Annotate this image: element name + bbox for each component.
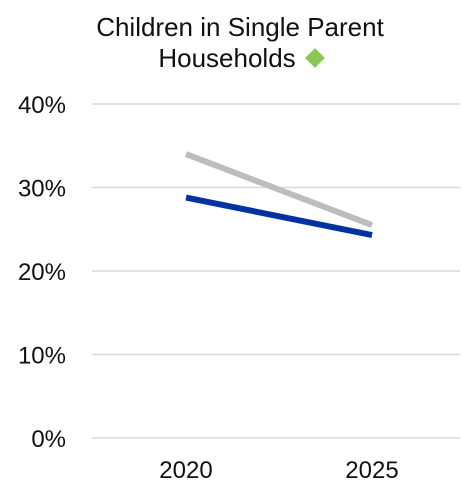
y-tick-label: 0% (31, 426, 66, 453)
y-tick-label: 40% (18, 92, 66, 119)
chart-title-line1: Children in Single Parent (96, 12, 384, 42)
series-line-2 (185, 194, 373, 239)
chart-title-line2: Households (158, 43, 296, 73)
x-tick-label: 2025 (345, 457, 398, 484)
x-tick-label: 2020 (159, 457, 212, 484)
y-tick-label: 20% (18, 259, 66, 286)
chart-title: Children in Single Parent Households (60, 12, 420, 74)
series-line-1 (184, 151, 374, 228)
y-tick-label: 30% (18, 176, 66, 203)
y-tick-label: 10% (18, 343, 66, 370)
